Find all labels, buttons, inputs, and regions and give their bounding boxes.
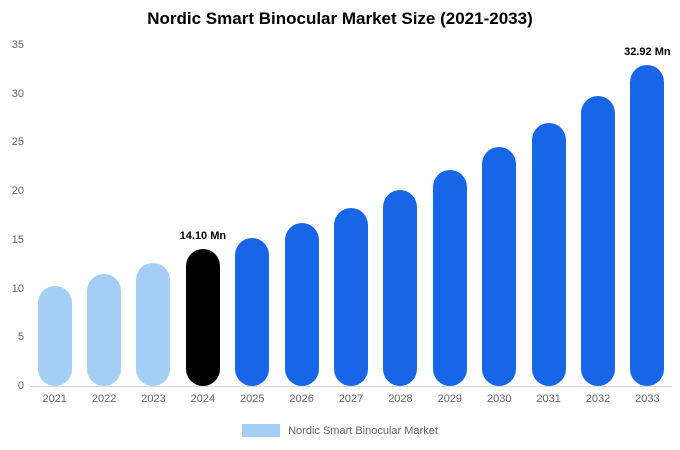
y-tick-30: 30 — [11, 87, 24, 100]
bar-2033[interactable] — [630, 65, 665, 386]
bar-group-2022 — [79, 45, 128, 386]
bar-group-2024: 14.10 Mn — [178, 45, 227, 386]
value-label-2024: 14.10 Mn — [179, 229, 227, 242]
bar-2028[interactable] — [383, 190, 418, 386]
bar-group-2032 — [573, 45, 622, 386]
bar-2030[interactable] — [482, 147, 517, 386]
x-axis: 2021 2022 2023 2024 2025 2026 2027 2028 2029 2030… — [30, 393, 672, 405]
bar-2029[interactable] — [432, 169, 467, 386]
bar-group-2026 — [277, 45, 326, 386]
y-tick-35: 35 — [11, 39, 24, 51]
chart-title: Nordic Smart Binocular Market Size (2021… — [147, 9, 533, 28]
bar-group-2030 — [475, 45, 524, 386]
x-label-2029: 2029 — [437, 393, 463, 405]
bar-2027[interactable] — [334, 207, 369, 386]
x-label-2026: 2026 — [289, 393, 314, 405]
bar-2032[interactable] — [580, 95, 615, 386]
x-label-2030: 2030 — [486, 393, 512, 405]
x-label-2028: 2028 — [388, 393, 413, 405]
bar-2022[interactable] — [87, 274, 122, 386]
bar-group-2028 — [376, 45, 425, 386]
y-tick-0: 0 — [17, 380, 24, 392]
y-tick-25: 25 — [11, 136, 24, 149]
bar-group-2033: 32.92 Mn — [623, 45, 672, 386]
bar-2025[interactable] — [235, 237, 270, 386]
bar-group-2021 — [30, 45, 79, 386]
x-label-2023: 2023 — [141, 393, 166, 405]
legend-swatch — [242, 424, 281, 437]
legend-label: Nordic Smart Binocular Market — [288, 424, 438, 437]
bar-2023[interactable] — [136, 263, 171, 386]
bar-2026[interactable] — [284, 223, 319, 386]
x-label-2031: 2031 — [536, 393, 561, 405]
x-label-2033: 2033 — [635, 393, 660, 405]
y-tick-5: 5 — [17, 331, 24, 344]
legend-item[interactable]: Nordic Smart Binocular Market — [0, 424, 680, 437]
bar-2024[interactable] — [185, 248, 220, 386]
x-label-2022: 2022 — [91, 393, 117, 405]
bar-2031[interactable] — [531, 122, 566, 386]
bar-group-2031 — [524, 45, 573, 386]
bar-group-2025 — [228, 45, 277, 386]
x-label-2024: 2024 — [190, 393, 216, 405]
bar-2021[interactable] — [37, 285, 72, 386]
x-label-2027: 2027 — [338, 393, 364, 405]
x-label-2021: 2021 — [42, 393, 67, 405]
y-tick-20: 20 — [11, 185, 24, 198]
x-label-2032: 2032 — [585, 393, 611, 405]
bar-group-2023 — [129, 45, 178, 386]
y-tick-15: 15 — [11, 233, 24, 246]
bar-group-2029 — [425, 45, 474, 386]
bar-group-2027 — [326, 45, 375, 386]
value-label-2033: 32.92 Mn — [624, 46, 671, 59]
plot-area: 14.10 Mn 32.92 Mn — [30, 45, 672, 387]
y-tick-10: 10 — [11, 282, 24, 295]
x-label-2025: 2025 — [240, 393, 265, 405]
